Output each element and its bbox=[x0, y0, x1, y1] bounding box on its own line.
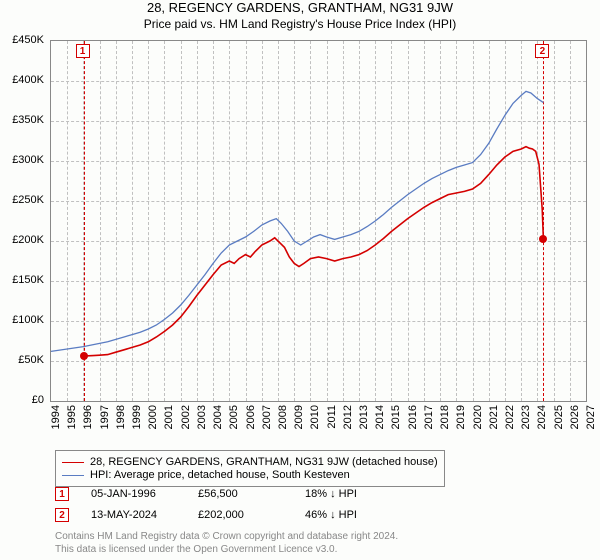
attribution-line1: Contains HM Land Registry data © Crown c… bbox=[55, 530, 398, 543]
event-price: £202,000 bbox=[198, 509, 283, 521]
legend-label: HPI: Average price, detached house, Sout… bbox=[90, 469, 350, 481]
y-axis-label: £450K bbox=[0, 34, 44, 46]
y-axis-label: £400K bbox=[0, 74, 44, 86]
y-axis-label: £150K bbox=[0, 274, 44, 286]
event-detail-row: 2 13-MAY-2024 £202,000 46% ↓ HPI bbox=[55, 508, 390, 522]
chart-subtitle: Price paid vs. HM Land Registry's House … bbox=[0, 17, 600, 31]
attribution-line2: This data is licensed under the Open Gov… bbox=[55, 543, 398, 556]
y-axis-label: £250K bbox=[0, 194, 44, 206]
event-marker-2: 2 bbox=[535, 44, 549, 58]
event-price: £56,500 bbox=[198, 488, 283, 500]
legend-label: 28, REGENCY GARDENS, GRANTHAM, NG31 9JW … bbox=[90, 456, 438, 468]
y-axis-label: £350K bbox=[0, 114, 44, 126]
y-axis-label: £0 bbox=[0, 394, 44, 406]
event-date: 05-JAN-1996 bbox=[91, 488, 176, 500]
legend-box: 28, REGENCY GARDENS, GRANTHAM, NG31 9JW … bbox=[55, 450, 445, 487]
series-hpi bbox=[51, 91, 543, 351]
legend-item: HPI: Average price, detached house, Sout… bbox=[62, 469, 438, 481]
x-axis-label: 2027 bbox=[585, 405, 600, 429]
legend-swatch bbox=[62, 462, 84, 463]
y-axis-label: £50K bbox=[0, 354, 44, 366]
y-axis-label: £100K bbox=[0, 314, 44, 326]
legend-swatch bbox=[62, 475, 84, 476]
event-detail-row: 1 05-JAN-1996 £56,500 18% ↓ HPI bbox=[55, 487, 390, 501]
attribution-text: Contains HM Land Registry data © Crown c… bbox=[55, 530, 398, 556]
plot-area bbox=[50, 40, 587, 402]
event-marker-1: 1 bbox=[76, 44, 90, 58]
event-marker-2-inline: 2 bbox=[55, 508, 69, 522]
event-date: 13-MAY-2024 bbox=[91, 509, 176, 521]
series-price_paid bbox=[84, 147, 544, 356]
legend-item: 28, REGENCY GARDENS, GRANTHAM, NG31 9JW … bbox=[62, 456, 438, 468]
y-axis-label: £200K bbox=[0, 234, 44, 246]
series-svg bbox=[51, 41, 586, 401]
event-delta: 46% ↓ HPI bbox=[305, 509, 390, 521]
event-marker-1-inline: 1 bbox=[55, 487, 69, 501]
chart-title: 28, REGENCY GARDENS, GRANTHAM, NG31 9JW bbox=[0, 0, 600, 15]
event-delta: 18% ↓ HPI bbox=[305, 488, 390, 500]
y-axis-label: £300K bbox=[0, 154, 44, 166]
